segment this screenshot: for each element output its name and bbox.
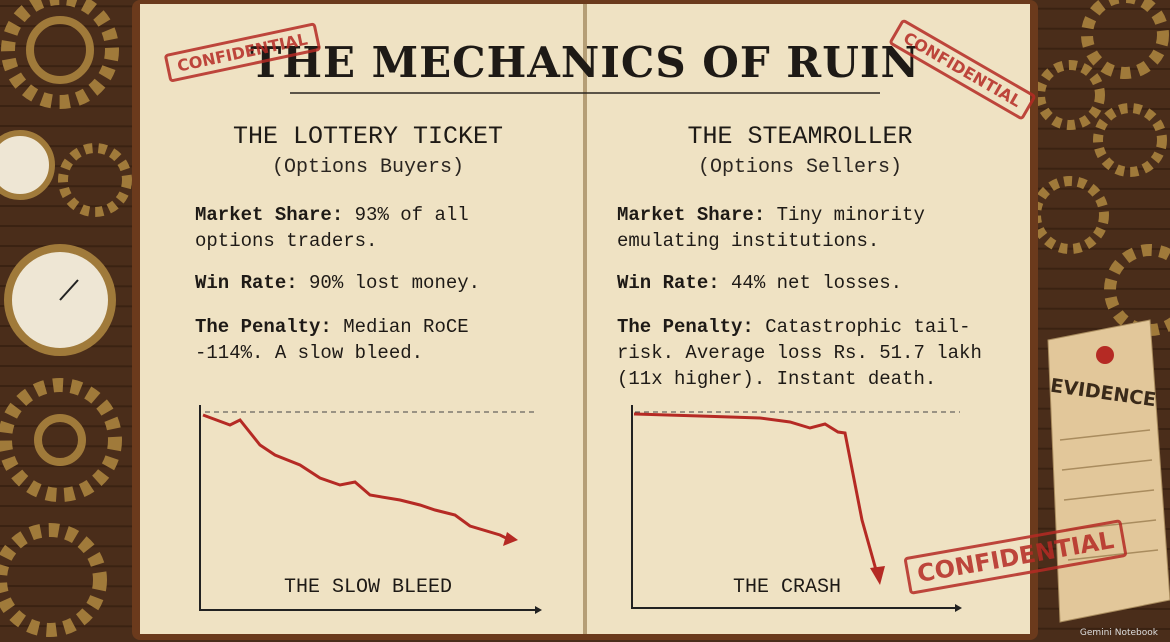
fact: The Penalty: Median RoCE -114%. A slow b…	[195, 314, 505, 366]
watermark: Gemini Notebook	[1079, 628, 1158, 638]
sketch-label: THE SLOW BLEED	[283, 576, 453, 599]
fact: Market Share: 93% of all options traders…	[195, 202, 545, 254]
fact-label: Market Share:	[617, 204, 766, 226]
page-subtitle: (Options Sellers)	[697, 156, 903, 179]
fact-text: Catastrophic tail-risk. Average loss Rs.…	[617, 316, 982, 390]
fact-label: Market Share:	[195, 204, 344, 226]
page-title: THE LOTTERY TICKET	[232, 122, 504, 151]
fact: Market Share: Tiny minority emulating in…	[617, 202, 967, 254]
fact-text: 90% lost money.	[309, 272, 481, 294]
fact-text: Tiny minority emulating institutions.	[617, 204, 925, 252]
fact-text: 93% of all options traders.	[195, 204, 469, 252]
sketch-label: THE CRASH	[732, 576, 842, 599]
title: THE MECHANICS OF RUIN	[250, 38, 920, 87]
page-subtitle: (Options Buyers)	[271, 156, 465, 179]
fact: The Penalty: Catastrophic tail-risk. Ave…	[617, 314, 1002, 392]
sketch-left	[199, 405, 542, 614]
page-title: THE STEAMROLLER	[687, 122, 913, 151]
fact: Win Rate: 44% net losses.	[617, 270, 967, 296]
fact-text: Median RoCE -114%. A slow bleed.	[195, 316, 469, 364]
fact: Win Rate: 90% lost money.	[195, 270, 545, 296]
fact-label: Win Rate:	[617, 272, 720, 294]
fact-label: The Penalty:	[195, 316, 332, 338]
fact-label: Win Rate:	[195, 272, 298, 294]
sketch-right	[631, 405, 962, 612]
fact-label: The Penalty:	[617, 316, 754, 338]
fact-text: 44% net losses.	[731, 272, 903, 294]
